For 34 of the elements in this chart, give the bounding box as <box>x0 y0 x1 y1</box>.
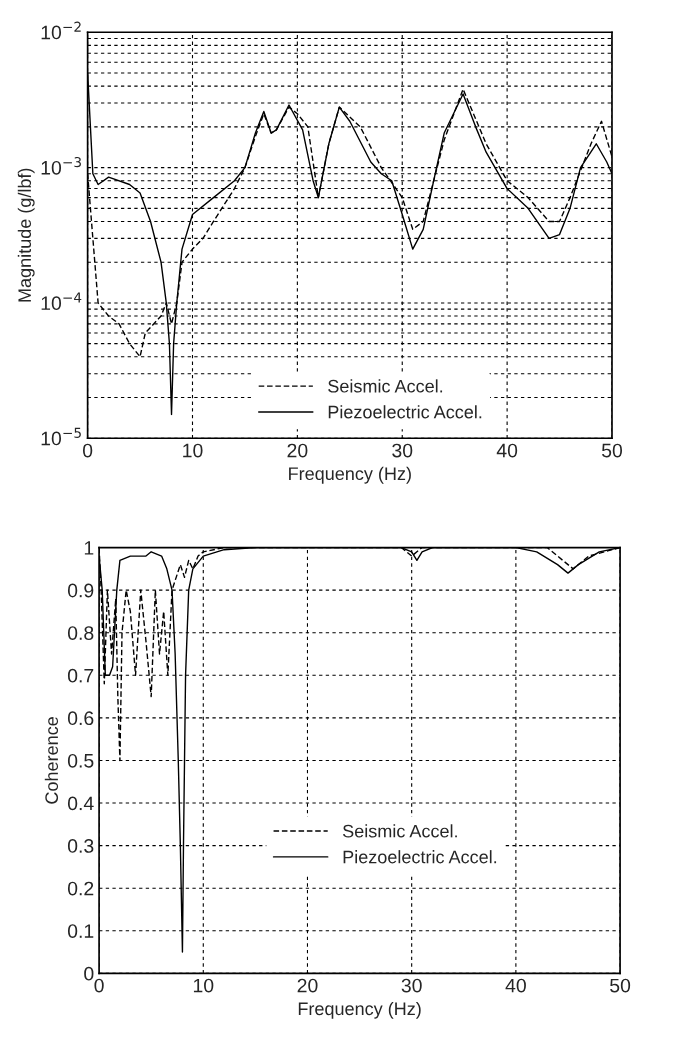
y-axis-title: Magnitude (g/lbf) <box>17 168 35 302</box>
y-tick-label: 1 <box>84 541 94 555</box>
x-tick-label: 30 <box>401 978 422 993</box>
y-tick-label: 10$^{−4}$ <box>41 292 82 311</box>
x-tick-label: 50 <box>610 978 631 993</box>
y-tick-label: 10$^{−5}$ <box>41 427 81 446</box>
x-tick-label: 10 <box>193 978 214 993</box>
y-tick-label: 10$^{−3}$ <box>41 156 81 175</box>
legend-label: Seismic Accel. <box>328 379 443 393</box>
y-tick-label: 0.5 <box>67 753 94 768</box>
x-tick-label: 50 <box>601 443 623 458</box>
y-tick-label: 10$^{−2}$ <box>41 21 81 40</box>
y-tick-label: 0.4 <box>67 796 94 811</box>
x-tick-label: 20 <box>287 443 308 458</box>
x-tick-label: 30 <box>392 443 413 458</box>
y-tick-label: 0.7 <box>67 668 94 683</box>
y-tick-label: 0.1 <box>67 924 94 938</box>
x-tick-label: 10 <box>183 443 203 458</box>
x-axis-title: Frequency (Hz) <box>289 466 411 484</box>
x-tick-label: 40 <box>505 978 526 993</box>
legend-label: Piezoelectric Accel. <box>343 850 497 864</box>
x-tick-label: 40 <box>496 443 518 458</box>
y-tick-label: 0 <box>84 966 94 981</box>
legend-label: Seismic Accel. <box>342 824 457 838</box>
y-tick-label: 0.9 <box>67 583 94 598</box>
y-axis-title: Coherence <box>44 717 59 804</box>
legend-label: Piezoelectric Accel. <box>328 405 482 419</box>
y-tick-label: 0.6 <box>67 711 94 726</box>
y-tick-label: 0.3 <box>67 839 94 853</box>
y-tick-label: 0.2 <box>67 881 94 896</box>
x-tick-label: 0 <box>94 978 104 993</box>
x-tick-label: 20 <box>297 978 318 993</box>
x-axis-title: Frequency (Hz) <box>298 1001 421 1019</box>
y-tick-label: 0.8 <box>67 626 94 640</box>
